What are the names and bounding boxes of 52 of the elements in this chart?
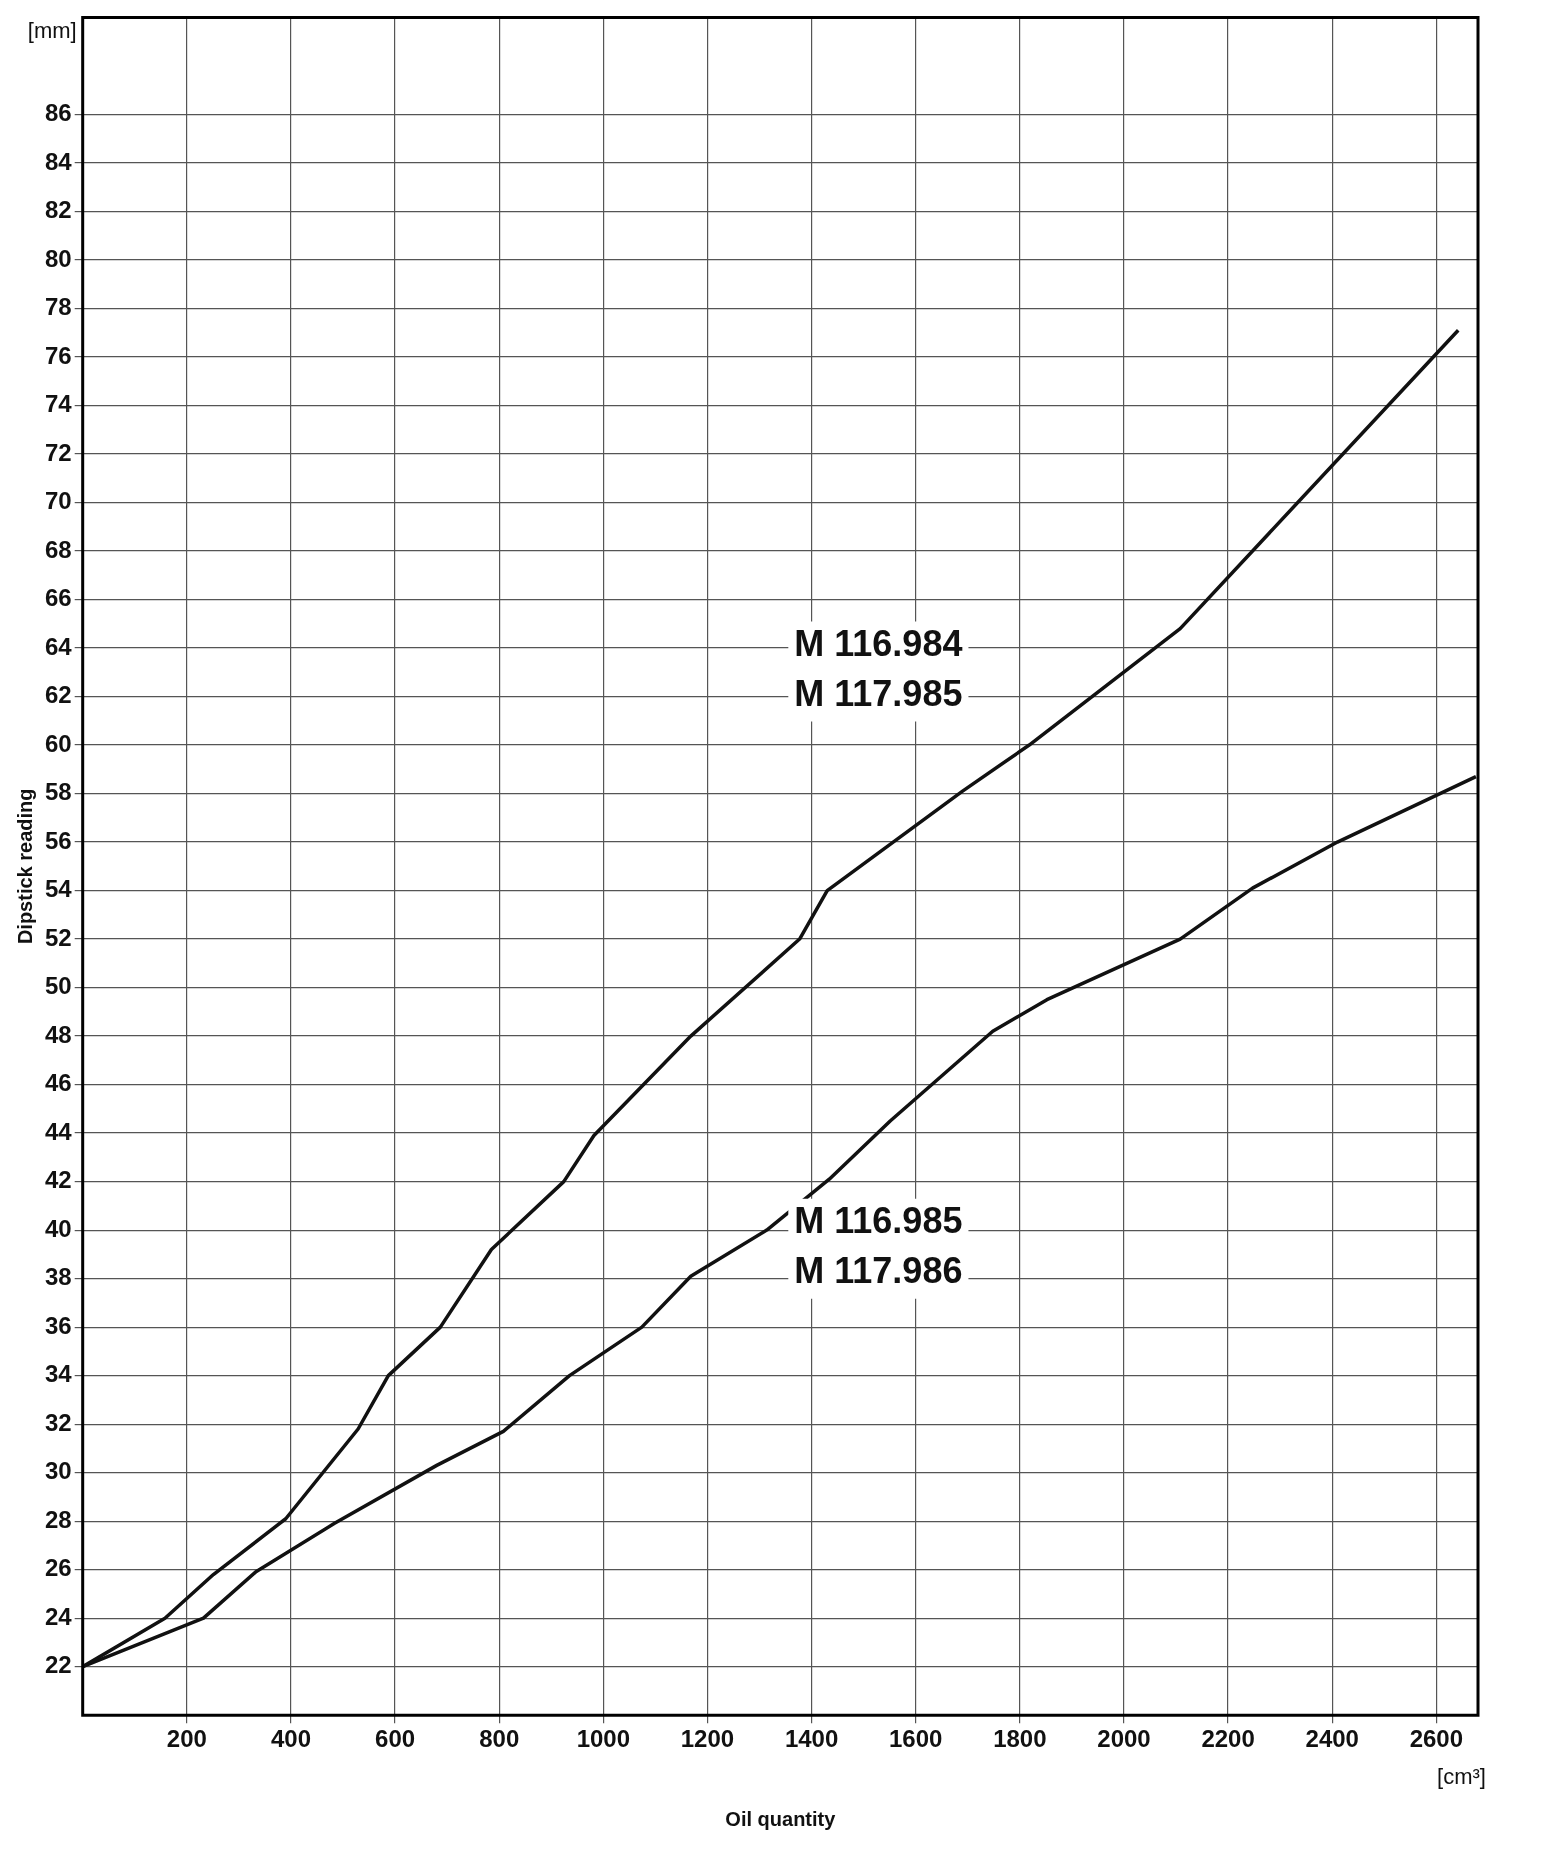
x-tick-label: 1800 — [993, 1725, 1047, 1753]
y-tick-label: 60 — [44, 729, 72, 757]
y-tick-label: 70 — [44, 487, 72, 515]
y-axis-title: Dipstick reading — [13, 788, 36, 945]
text: [cm³] — [1437, 1764, 1486, 1790]
x-tick-label: 2000 — [1097, 1725, 1151, 1753]
y-tick-label: 28 — [44, 1505, 72, 1533]
y-tick-label: 54 — [44, 875, 73, 903]
y-tick-label: 34 — [44, 1360, 73, 1388]
x-tick-label: 600 — [375, 1725, 416, 1753]
y-tick-label: 82 — [44, 196, 72, 224]
y-tick-label: 36 — [44, 1311, 72, 1339]
x-axis-title: Oil quantity — [725, 1807, 837, 1830]
y-tick-label: 76 — [44, 341, 72, 369]
y-tick-label: 84 — [44, 147, 73, 175]
y-tick-label: 30 — [44, 1457, 72, 1485]
x-tick-label: 2200 — [1201, 1725, 1255, 1753]
y-tick-label: 32 — [44, 1408, 72, 1436]
y-tick-label: 24 — [44, 1602, 73, 1630]
y-tick-label: 66 — [44, 584, 72, 612]
y-tick-label: 38 — [44, 1263, 72, 1291]
x-tick-label: 1600 — [889, 1725, 943, 1753]
y-tick-label: 42 — [44, 1166, 72, 1194]
y-tick-label: 62 — [44, 681, 72, 709]
y-tick-label: 78 — [44, 293, 72, 321]
y-tick-label: 40 — [44, 1214, 72, 1242]
x-tick-label: 400 — [270, 1725, 311, 1753]
y-tick-label: 48 — [44, 1020, 72, 1048]
y-tick-label: 58 — [44, 778, 72, 806]
y-tick-label: 50 — [44, 972, 72, 1000]
x-tick-label: 2400 — [1305, 1725, 1359, 1753]
y-tick-label: 64 — [44, 632, 73, 660]
y-tick-label: 68 — [44, 535, 72, 563]
annotation: M 116.985 M 117.986 — [794, 1199, 963, 1291]
y-tick-label: 72 — [44, 438, 72, 466]
y-tick-label: 44 — [44, 1117, 73, 1145]
x-tick-label: 1400 — [784, 1725, 839, 1753]
annotation: M 116.984 M 117.985 — [794, 622, 963, 714]
y-tick-label: 46 — [44, 1069, 72, 1097]
y-tick-label: 74 — [44, 390, 73, 418]
text: [mm] — [27, 18, 77, 44]
x-tick-label: 2600 — [1409, 1725, 1464, 1753]
y-tick-label: 22 — [44, 1651, 72, 1679]
x-tick-label: 1000 — [576, 1725, 631, 1753]
x-tick-label: 1200 — [680, 1725, 735, 1753]
y-tick-label: 56 — [44, 826, 72, 854]
y-tick-label: 80 — [44, 244, 72, 272]
x-tick-label: 200 — [166, 1725, 207, 1753]
y-tick-label: 52 — [44, 923, 72, 951]
x-tick-label: 800 — [479, 1725, 520, 1753]
y-tick-label: 26 — [44, 1554, 72, 1582]
y-tick-label: 86 — [44, 99, 72, 127]
